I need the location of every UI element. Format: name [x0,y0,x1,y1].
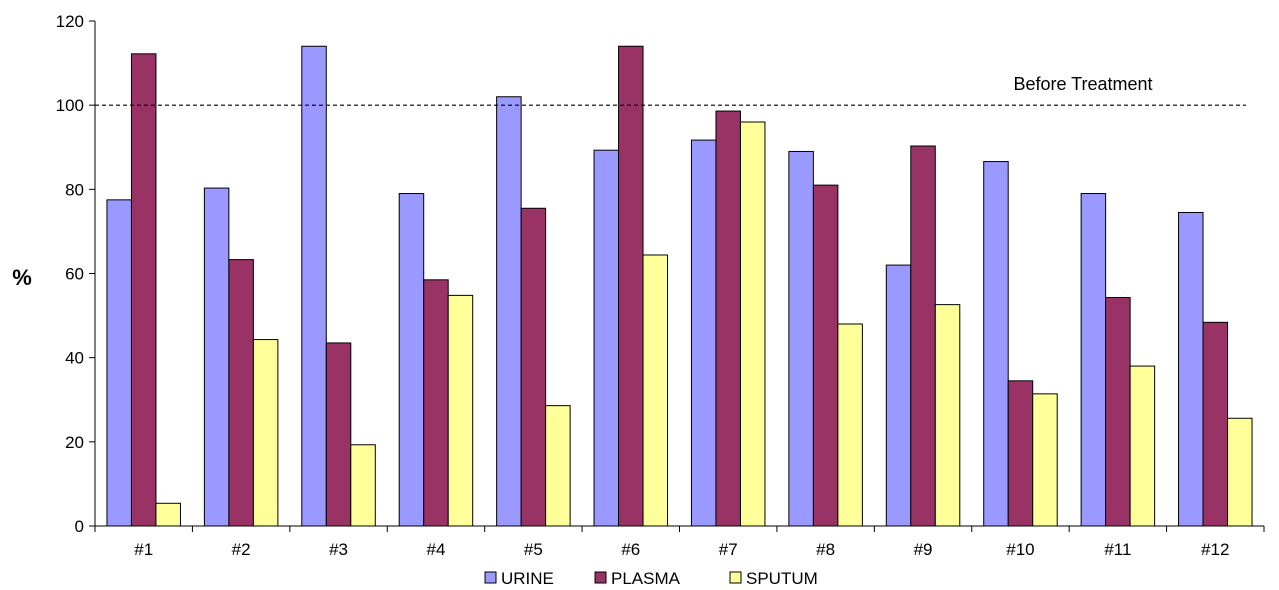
legend-label-urine: URINE [501,569,554,588]
bar-urine-2 [203,187,230,527]
bar-sputum-9 [934,304,961,527]
legend-swatch-sputum [729,571,742,584]
reference-line-label: Before Treatment [1013,74,1152,94]
legend-swatch-plasma [594,571,607,584]
bar-urine-6 [593,149,620,527]
bar-sputum-3 [350,444,376,527]
bar-plasma-10 [1007,380,1034,527]
bar-plasma-5 [520,207,547,527]
y-tick-label: 0 [75,517,84,536]
y-tick-label: 60 [65,265,84,284]
legend: URINE PLASMA SPUTUM [484,569,818,588]
bar-plasma-2 [228,259,254,527]
x-tick-label: #7 [719,540,738,559]
legend-label-sputum: SPUTUM [746,569,818,588]
bar-sputum-11 [1129,365,1156,527]
bar-urine-3 [301,45,327,527]
bar-urine-9 [885,264,912,527]
x-tick-label: #10 [1006,540,1034,559]
x-tick-label: #2 [232,540,251,559]
bar-plasma-8 [812,184,839,527]
x-tick-label: #3 [329,540,348,559]
x-tick-label: #9 [914,540,933,559]
bar-urine-7 [690,139,717,527]
y-tick-label: 100 [56,96,84,115]
bar-urine-12 [1178,211,1204,527]
legend-swatch-urine [484,571,497,584]
bar-plasma-3 [325,342,352,527]
x-tick-label: #8 [816,540,835,559]
bar-plasma-7 [715,110,741,527]
x-tick-label: #5 [524,540,543,559]
legend-label-plasma: PLASMA [611,569,681,588]
y-tick-label: 80 [65,180,84,199]
bar-urine-4 [398,193,425,527]
bar-plasma-9 [910,145,936,527]
y-tick-label: 120 [56,12,84,31]
x-tick-label: #4 [426,540,445,559]
bar-sputum-7 [739,121,766,527]
y-tick-label: 20 [65,433,84,452]
bar-sputum-8 [837,323,863,527]
bar-urine-10 [983,161,1009,527]
bar-urine-8 [788,150,814,527]
bar-sputum-1 [155,502,181,527]
y-axis-title: % [12,265,32,290]
bar-urine-1 [106,199,132,527]
bar-urine-5 [496,96,522,527]
x-tick-label: #1 [134,540,153,559]
bar-sputum-12 [1227,417,1253,527]
bar-sputum-6 [642,254,669,527]
bar-sputum-2 [252,339,279,527]
x-tick-label: #6 [621,540,640,559]
bar-plasma-4 [423,279,449,527]
bar-urine-11 [1080,193,1107,527]
y-tick-label: 40 [65,349,84,368]
bar-sputum-10 [1032,393,1058,527]
x-tick-label: #12 [1201,540,1229,559]
bar-sputum-5 [545,405,571,527]
bar-sputum-4 [447,294,474,527]
x-tick-label: #11 [1104,540,1131,559]
bar-plasma-12 [1202,321,1229,527]
bar-plasma-1 [130,53,157,527]
bar-plasma-11 [1105,296,1131,527]
bar-plasma-6 [618,45,644,527]
